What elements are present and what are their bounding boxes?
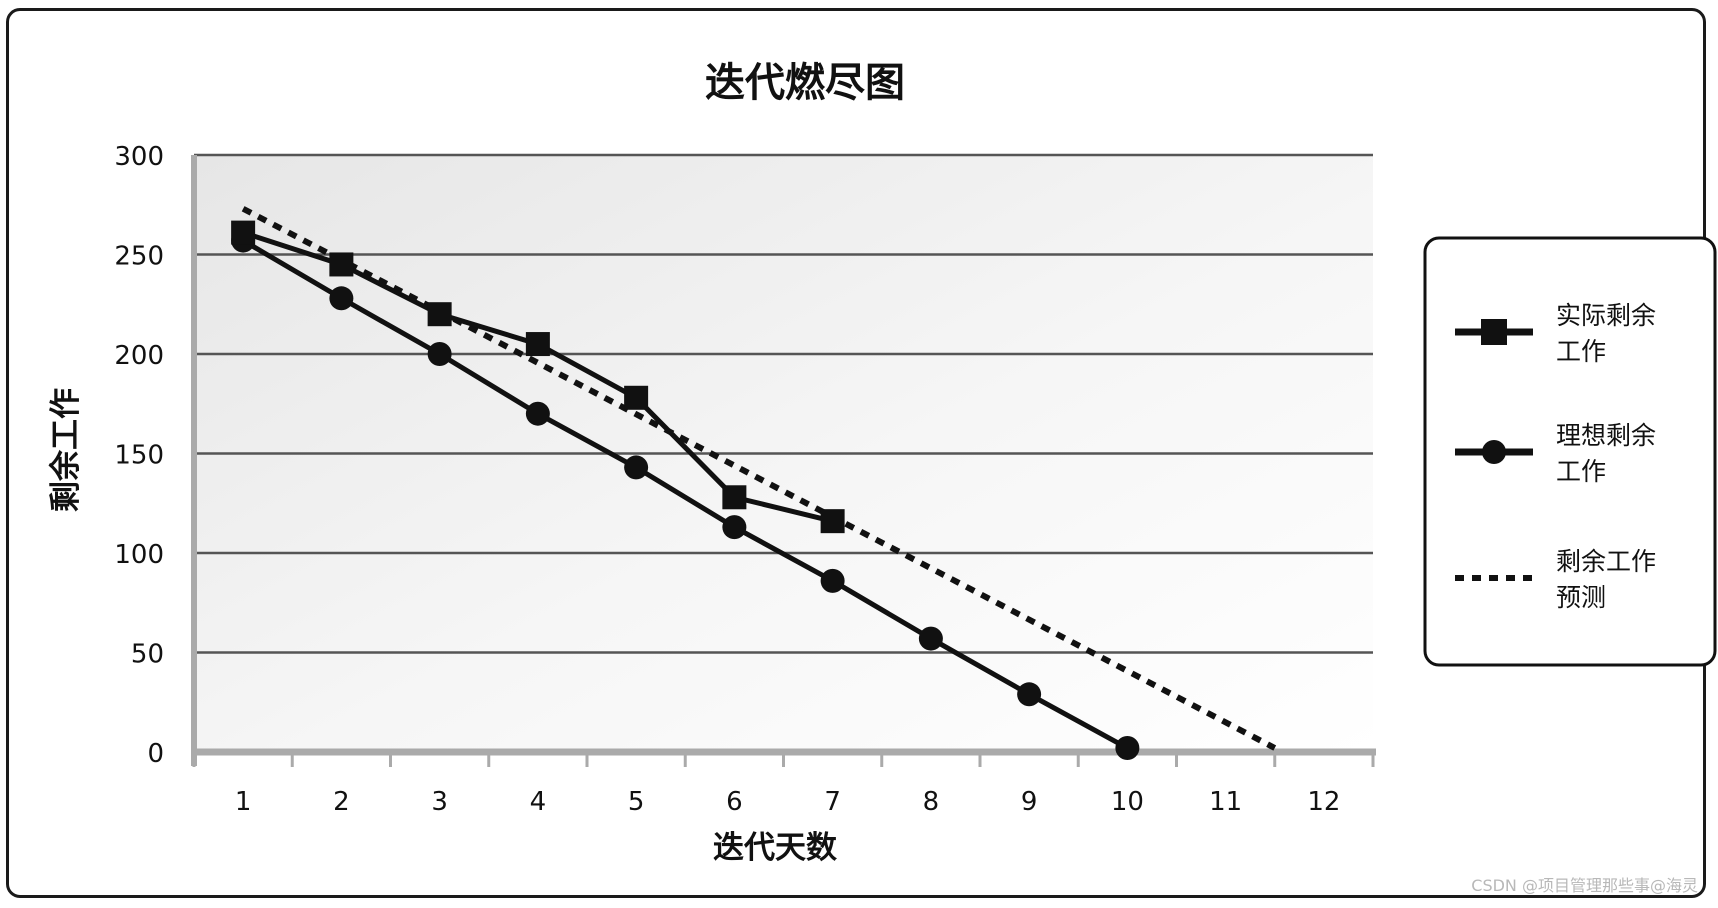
y-tick-label: 250 [114, 242, 164, 272]
legend-label: 实际剩余 [1556, 301, 1656, 330]
x-tick-label: 2 [333, 787, 350, 817]
legend-label: 工作 [1556, 337, 1606, 366]
y-tick-label: 0 [147, 739, 164, 769]
y-axis-label: 剩余工作 [48, 388, 84, 512]
x-tick-label: 7 [824, 787, 841, 817]
ideal-data-point [918, 626, 943, 651]
y-tick-label: 150 [114, 441, 164, 471]
x-axis-label: 迭代天数 [713, 830, 837, 866]
ideal-data-point [1115, 736, 1140, 761]
legend-label: 预测 [1556, 583, 1606, 612]
x-tick-label: 1 [235, 787, 252, 817]
ideal-data-point [329, 286, 354, 311]
legend-circle-marker [1482, 440, 1506, 464]
y-tick-label: 50 [131, 640, 164, 670]
legend-label: 理想剩余 [1556, 421, 1656, 450]
legend-label: 剩余工作 [1556, 547, 1656, 576]
x-tick-label: 4 [530, 787, 547, 817]
actual-data-point [231, 220, 256, 245]
ideal-data-point [624, 455, 649, 480]
x-tick-label: 6 [726, 787, 743, 817]
ideal-data-point [427, 342, 452, 366]
ideal-series-line [241, 238, 1129, 751]
actual-data-point [427, 302, 452, 327]
y-tick-label: 200 [114, 341, 164, 371]
x-tick-label: 3 [431, 787, 448, 817]
y-tick-label: 100 [114, 540, 164, 570]
actual-data-point [722, 485, 747, 510]
ideal-data-point [525, 401, 550, 426]
x-tick-label: 9 [1021, 787, 1038, 817]
ideal-data-point [820, 568, 845, 593]
legend-square-marker [1481, 319, 1507, 345]
actual-data-point [820, 509, 845, 534]
watermark: CSDN @项目管理那些事@海灵 [1471, 876, 1698, 895]
x-tick-label: 12 [1307, 787, 1340, 817]
actual-data-point [329, 252, 354, 277]
legend-label: 工作 [1556, 457, 1606, 486]
x-tick-label: 10 [1111, 787, 1144, 817]
x-tick-label: 5 [628, 787, 645, 817]
x-tick-label: 8 [923, 787, 940, 817]
y-tick-label: 300 [114, 142, 164, 172]
ideal-data-point [1017, 682, 1042, 707]
ideal-data-point [722, 515, 747, 540]
actual-data-point [624, 385, 649, 410]
x-tick-label: 11 [1209, 787, 1242, 817]
actual-data-point [525, 332, 550, 357]
forecast-series-line [241, 206, 1277, 751]
chart-title: 迭代燃尽图 [705, 60, 905, 106]
